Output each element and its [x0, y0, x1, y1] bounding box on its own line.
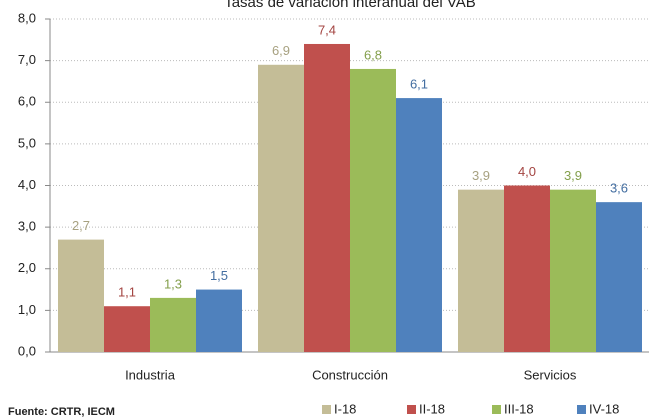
- bar: [396, 98, 442, 353]
- value-label: 3,9: [564, 168, 582, 183]
- value-label: 1,3: [164, 276, 182, 291]
- bar: [350, 68, 396, 352]
- value-label: 1,1: [118, 285, 136, 300]
- y-tick-label: 5,0: [18, 135, 36, 150]
- legend-label: III-18: [504, 401, 534, 416]
- legend-label: IV-18: [589, 401, 619, 416]
- legend-label: I-18: [334, 401, 356, 416]
- y-tick-label: 0,0: [18, 343, 36, 358]
- x-tick-label: Industria: [125, 367, 176, 382]
- value-label: 6,1: [410, 77, 428, 92]
- y-tick-label: 8,0: [18, 10, 36, 25]
- bar: [304, 43, 350, 352]
- chart-title: Tasas de variación interanual del VAB: [224, 0, 476, 11]
- value-label: 6,8: [364, 47, 382, 62]
- y-tick-label: 4,0: [18, 177, 36, 192]
- value-label: 7,4: [318, 22, 336, 37]
- value-label: 3,6: [610, 181, 628, 196]
- y-tick-label: 6,0: [18, 94, 36, 109]
- bar: [258, 64, 304, 352]
- bar: [596, 202, 642, 352]
- value-label: 3,9: [472, 168, 490, 183]
- legend-swatch: [322, 405, 331, 414]
- bar: [504, 185, 550, 352]
- bar: [58, 239, 104, 352]
- y-tick-label: 3,0: [18, 219, 36, 234]
- value-label: 4,0: [518, 164, 536, 179]
- x-tick-label: Construcción: [312, 367, 388, 382]
- legend-swatch: [577, 405, 586, 414]
- value-label: 1,5: [210, 268, 228, 283]
- y-tick-label: 2,0: [18, 260, 36, 275]
- y-tick-label: 1,0: [18, 302, 36, 317]
- legend-swatch: [407, 405, 416, 414]
- bar: [150, 297, 196, 352]
- source-note: Fuente: CRTR, IECM: [8, 406, 115, 418]
- bar: [104, 306, 150, 352]
- value-label: 2,7: [72, 218, 90, 233]
- legend-label: II-18: [419, 401, 445, 416]
- x-tick-label: Servicios: [524, 367, 577, 382]
- legend-swatch: [492, 405, 501, 414]
- y-tick-label: 7,0: [18, 52, 36, 67]
- bar: [458, 189, 504, 352]
- value-label: 6,9: [272, 43, 290, 58]
- bar: [550, 189, 596, 352]
- bar: [196, 289, 242, 352]
